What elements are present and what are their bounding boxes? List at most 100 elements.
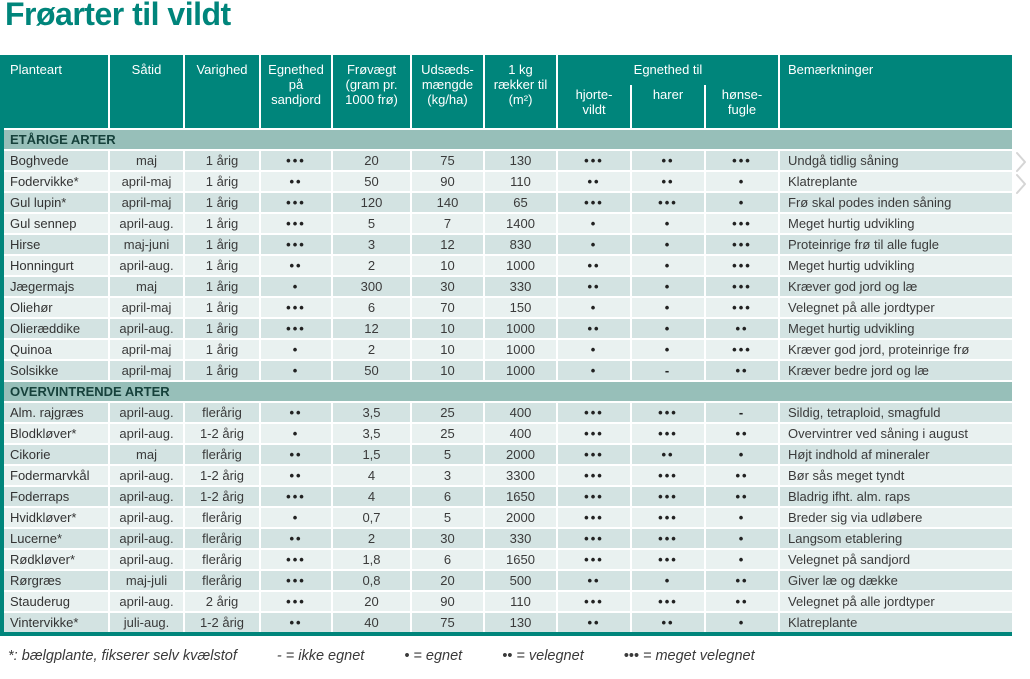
cell-planteart: Quinoa xyxy=(4,340,108,359)
cell-planteart: Fodervikke* xyxy=(4,172,108,191)
cell-raekker-til: 400 xyxy=(485,424,556,443)
cell-hoensefugle: • xyxy=(706,445,778,464)
header-saatid: Såtid xyxy=(110,55,183,128)
cell-harer: • xyxy=(632,256,704,275)
cell-egnethed-sandjord: •• xyxy=(261,529,331,548)
cell-varighed: 1-2 årig xyxy=(185,466,259,485)
legend-note: *: bælgplante, fikserer selv kvælstof xyxy=(8,648,237,664)
cell-planteart: Solsikke xyxy=(4,361,108,380)
cell-saatid: april-aug. xyxy=(110,508,183,527)
cell-saatid: maj xyxy=(110,445,183,464)
cell-varighed: flerårig xyxy=(185,445,259,464)
cell-egnethed-sandjord: ••• xyxy=(261,298,331,317)
cell-egnethed-sandjord: •• xyxy=(261,403,331,422)
cell-planteart: Hvidkløver* xyxy=(4,508,108,527)
header-planteart: Planteart xyxy=(4,55,108,128)
cell-bemaerkninger: Meget hurtig udvikling xyxy=(780,214,1012,233)
cell-udsaedsmaengde: 30 xyxy=(412,277,483,296)
cell-varighed: 1-2 årig xyxy=(185,487,259,506)
cell-planteart: Olieræddike xyxy=(4,319,108,338)
cell-hoensefugle: •• xyxy=(706,487,778,506)
cell-egnethed-sandjord: • xyxy=(261,508,331,527)
cell-hoensefugle: ••• xyxy=(706,256,778,275)
cell-hjortevildt: • xyxy=(558,235,630,254)
cell-hoensefugle: • xyxy=(706,613,778,632)
cell-saatid: april-aug. xyxy=(110,256,183,275)
cell-raekker-til: 3300 xyxy=(485,466,556,485)
cell-planteart: Foderraps xyxy=(4,487,108,506)
cell-saatid: april-aug. xyxy=(110,487,183,506)
cell-varighed: 1-2 årig xyxy=(185,613,259,632)
table-row: Gul lupin* april-maj 1 årig ••• 120 140 65 ••• •… xyxy=(4,193,1012,212)
cell-hoensefugle: •• xyxy=(706,466,778,485)
cell-froevaegt: 0,8 xyxy=(333,571,410,590)
cell-varighed: 1 årig xyxy=(185,214,259,233)
cell-harer: ••• xyxy=(632,592,704,611)
header-group-subcolumns: hjorte- vildt harer hønse- fugle xyxy=(558,85,778,128)
cell-harer: ••• xyxy=(632,508,704,527)
cell-froevaegt: 4 xyxy=(333,487,410,506)
cell-planteart: Cikorie xyxy=(4,445,108,464)
cell-bemaerkninger: Undgå tidlig såning xyxy=(780,151,1012,170)
cell-harer: ••• xyxy=(632,403,704,422)
cell-hoensefugle: •• xyxy=(706,319,778,338)
section-header: OVERVINTRENDE ARTER xyxy=(4,382,1012,401)
cell-varighed: flerårig xyxy=(185,403,259,422)
cell-planteart: Lucerne* xyxy=(4,529,108,548)
cell-egnethed-sandjord: ••• xyxy=(261,151,331,170)
cell-egnethed-sandjord: • xyxy=(261,277,331,296)
cell-varighed: flerårig xyxy=(185,529,259,548)
cell-egnethed-sandjord: ••• xyxy=(261,319,331,338)
cell-hjortevildt: •• xyxy=(558,571,630,590)
cell-froevaegt: 6 xyxy=(333,298,410,317)
cell-udsaedsmaengde: 90 xyxy=(412,592,483,611)
table-row: Vintervikke* juli-aug. 1-2 årig •• 40 75 130 ••… xyxy=(4,613,1012,632)
cell-harer: •• xyxy=(632,445,704,464)
cell-hoensefugle: - xyxy=(706,403,778,422)
cell-hoensefugle: ••• xyxy=(706,277,778,296)
cell-raekker-til: 830 xyxy=(485,235,556,254)
cell-egnethed-sandjord: •• xyxy=(261,466,331,485)
table-row: Solsikke april-maj 1 årig • 50 10 1000 • - •• Kræv… xyxy=(4,361,1012,380)
cell-harer: ••• xyxy=(632,424,704,443)
cell-bemaerkninger: Bør sås meget tyndt xyxy=(780,466,1012,485)
cell-udsaedsmaengde: 70 xyxy=(412,298,483,317)
cell-froevaegt: 1,5 xyxy=(333,445,410,464)
cell-raekker-til: 1000 xyxy=(485,256,556,275)
cell-egnethed-sandjord: •• xyxy=(261,613,331,632)
cell-raekker-til: 130 xyxy=(485,151,556,170)
cell-raekker-til: 1000 xyxy=(485,361,556,380)
cell-hoensefugle: • xyxy=(706,172,778,191)
header-bemaerkninger: Bemærkninger xyxy=(780,55,1012,128)
cell-saatid: april-aug. xyxy=(110,214,183,233)
table-row: Boghvede maj 1 årig ••• 20 75 130 ••• •• ••• Undgå… xyxy=(4,151,1012,170)
table-row: Alm. rajgræs april-aug. flerårig •• 3,5 25 400… xyxy=(4,403,1012,422)
cell-harer: •• xyxy=(632,172,704,191)
cell-saatid: april-aug. xyxy=(110,592,183,611)
cell-bemaerkninger: Bladrig ifht. alm. raps xyxy=(780,487,1012,506)
cell-harer: • xyxy=(632,235,704,254)
cell-egnethed-sandjord: ••• xyxy=(261,214,331,233)
page-title: Frøarter til vildt xyxy=(5,0,231,32)
cell-udsaedsmaengde: 90 xyxy=(412,172,483,191)
cell-harer: ••• xyxy=(632,529,704,548)
cell-egnethed-sandjord: • xyxy=(261,361,331,380)
cell-harer: • xyxy=(632,298,704,317)
cell-froevaegt: 40 xyxy=(333,613,410,632)
cell-varighed: 2 årig xyxy=(185,592,259,611)
cell-froevaegt: 4 xyxy=(333,466,410,485)
table-row: Jægermajs maj 1 årig • 300 30 330 •• • ••• Kræver … xyxy=(4,277,1012,296)
cell-bemaerkninger: Klatreplante xyxy=(780,172,1012,191)
header-egnethed-sandjord: Egnethed på sandjord xyxy=(261,55,331,128)
table-row: Fodervikke* april-maj 1 årig •• 50 90 110 •• •• •… xyxy=(4,172,1012,191)
table-body: ETÅRIGE ARTER Boghvede maj 1 årig ••• 20 75 130… xyxy=(4,130,1012,632)
cell-saatid: maj-juli xyxy=(110,571,183,590)
cell-hjortevildt: ••• xyxy=(558,424,630,443)
cell-bemaerkninger: Langsom etablering xyxy=(780,529,1012,548)
cell-udsaedsmaengde: 25 xyxy=(412,424,483,443)
cell-hjortevildt: • xyxy=(558,214,630,233)
table-row: Rørgræs maj-juli flerårig ••• 0,8 20 500 •• • •• G… xyxy=(4,571,1012,590)
cell-froevaegt: 300 xyxy=(333,277,410,296)
cell-saatid: april-aug. xyxy=(110,550,183,569)
